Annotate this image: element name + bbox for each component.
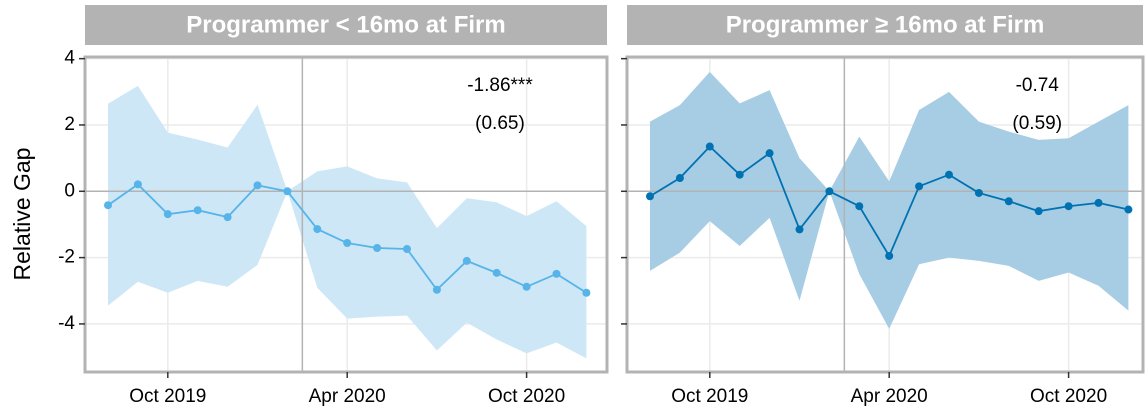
data-point — [343, 239, 352, 248]
data-point — [765, 149, 774, 158]
data-point — [104, 201, 112, 210]
data-point — [1124, 205, 1133, 214]
strip-background — [85, 5, 607, 45]
data-point — [223, 213, 232, 222]
plot-area — [85, 57, 607, 372]
x-tick-label: Oct 2019 — [129, 386, 206, 407]
y-tick-label: 0 — [64, 180, 75, 201]
annotation: -1.86*** — [467, 75, 533, 96]
data-point — [492, 268, 501, 277]
data-point — [373, 243, 382, 252]
data-point — [283, 187, 292, 196]
data-point — [855, 202, 864, 211]
data-point — [885, 251, 894, 260]
annotation: (0.65) — [475, 113, 525, 134]
x-tick-label: Oct 2019 — [671, 386, 748, 407]
data-point — [552, 269, 561, 278]
data-point — [646, 192, 654, 201]
y-tick-label: -2 — [58, 247, 75, 268]
annotation: -0.74 — [1016, 75, 1060, 96]
data-point — [795, 225, 804, 234]
y-tick-label: -4 — [58, 313, 75, 334]
data-point — [462, 256, 471, 265]
data-point — [582, 288, 591, 297]
data-point — [945, 170, 953, 179]
panel-border — [83, 55, 609, 374]
data-point — [825, 187, 834, 196]
data-point — [163, 210, 172, 219]
strip-background — [627, 5, 1143, 45]
y-tick-label: 2 — [64, 114, 75, 135]
annotation: (0.59) — [1012, 113, 1062, 134]
panel-border — [625, 55, 1145, 374]
data-point — [522, 282, 531, 291]
x-tick-label: Oct 2020 — [1030, 386, 1107, 407]
confidence-band — [108, 85, 587, 359]
data-point — [735, 170, 744, 179]
data-point — [1004, 197, 1013, 206]
data-point — [1034, 207, 1043, 216]
y-tick-label: 4 — [64, 48, 75, 69]
data-point — [974, 188, 983, 197]
x-tick-label: Oct 2020 — [488, 386, 565, 407]
x-tick-label: Apr 2020 — [851, 386, 928, 407]
data-point — [1064, 202, 1073, 211]
data-point — [193, 206, 202, 215]
y-axis-label: Relative Gap — [9, 148, 35, 281]
data-point — [133, 180, 142, 189]
data-point — [705, 142, 714, 151]
data-point — [313, 225, 322, 234]
data-point — [432, 285, 441, 294]
data-point — [403, 244, 411, 253]
data-point — [675, 174, 684, 183]
data-point — [253, 181, 262, 190]
data-point — [1094, 198, 1103, 207]
data-point — [915, 182, 924, 191]
strip-title: Programmer < 16mo at Firm — [186, 11, 505, 38]
strip-title: Programmer ≥ 16mo at Firm — [726, 11, 1045, 38]
x-tick-label: Apr 2020 — [309, 386, 386, 407]
confidence-band — [650, 71, 1129, 329]
plot-area — [627, 57, 1143, 372]
